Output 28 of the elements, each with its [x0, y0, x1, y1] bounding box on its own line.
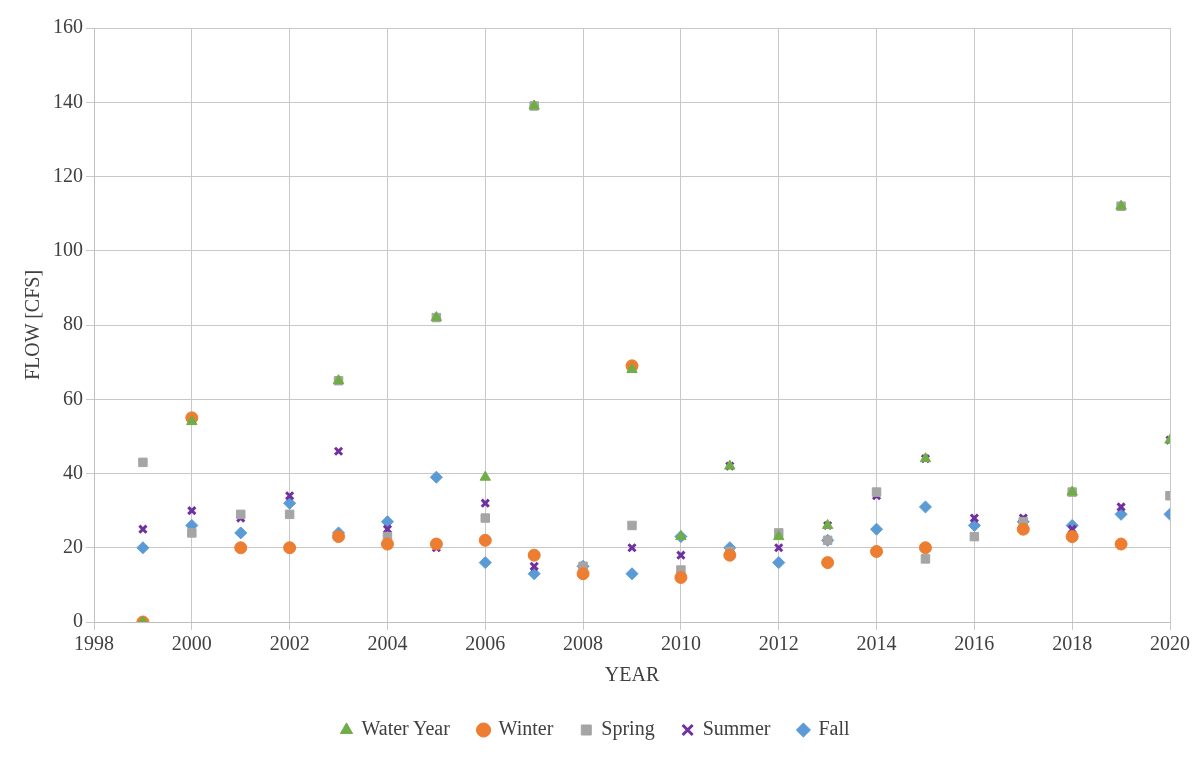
y-tick-label: 20	[63, 535, 83, 557]
y-tick-label: 60	[63, 386, 83, 409]
y-tick-label: 120	[53, 163, 83, 186]
x-tick-label: 2012	[758, 632, 799, 655]
y-tick-label: 80	[63, 312, 83, 335]
x-tick-label: 2016	[954, 632, 995, 655]
x-tick-label: 2010	[660, 632, 701, 655]
y-tick-label: 160	[53, 15, 83, 38]
x-tick-label: 1998	[74, 632, 114, 655]
x-tick-label: 2008	[563, 632, 604, 655]
y-tick-label: 40	[63, 460, 83, 483]
x-tick-label: 2018	[1052, 632, 1093, 655]
x-tick-label: 2000	[171, 632, 212, 655]
legend-label: Fall	[818, 717, 850, 740]
legend-label: Spring	[601, 717, 655, 741]
x-tick-label: 2014	[856, 632, 897, 655]
legend-label: Winter	[498, 717, 554, 740]
y-tick-label: 140	[53, 89, 83, 112]
y-axis-title: FLOW [CFS]	[21, 269, 44, 381]
x-tick-label: 2002	[269, 632, 310, 655]
x-tick-label: 2004	[367, 632, 408, 655]
x-tick-label: 2006	[465, 632, 506, 655]
x-axis-title: YEAR	[604, 663, 660, 686]
y-tick-label: 100	[53, 238, 83, 260]
legend-label: Summer	[702, 717, 771, 740]
x-tick-label: 2020	[1150, 632, 1190, 655]
legend-label: Water Year	[361, 717, 451, 740]
y-tick-label: 0	[73, 609, 83, 632]
